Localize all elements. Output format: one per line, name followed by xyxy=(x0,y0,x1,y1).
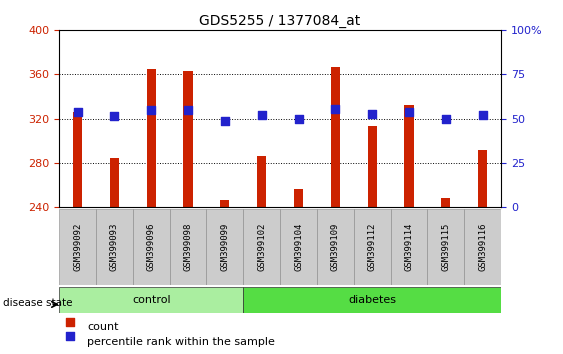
Bar xyxy=(354,209,391,285)
Text: GSM399092: GSM399092 xyxy=(73,223,82,271)
Text: control: control xyxy=(132,295,171,305)
Point xyxy=(73,109,82,115)
Text: GSM399093: GSM399093 xyxy=(110,223,119,271)
Text: GSM399098: GSM399098 xyxy=(184,223,193,271)
Text: count: count xyxy=(87,322,119,332)
Point xyxy=(368,111,377,117)
Text: GSM399116: GSM399116 xyxy=(478,223,487,271)
Bar xyxy=(96,209,133,285)
Bar xyxy=(169,209,207,285)
Point xyxy=(478,113,487,118)
Bar xyxy=(317,209,354,285)
Point xyxy=(220,118,229,124)
Bar xyxy=(220,200,230,207)
Bar xyxy=(257,156,266,207)
Bar xyxy=(243,209,280,285)
Bar xyxy=(59,209,96,285)
Text: GSM399112: GSM399112 xyxy=(368,223,377,271)
Bar xyxy=(427,209,464,285)
Text: GSM399099: GSM399099 xyxy=(220,223,229,271)
Point xyxy=(194,118,203,124)
Text: GSM399102: GSM399102 xyxy=(257,223,266,271)
Bar xyxy=(207,209,243,285)
Bar xyxy=(441,198,450,207)
Bar xyxy=(280,209,317,285)
Bar xyxy=(243,287,501,313)
Bar xyxy=(478,149,487,207)
Text: diabetes: diabetes xyxy=(348,295,396,305)
Text: disease state: disease state xyxy=(3,298,72,308)
Point xyxy=(294,116,303,121)
Bar xyxy=(110,159,119,207)
Point xyxy=(331,106,340,112)
Point xyxy=(184,107,193,113)
Point xyxy=(257,113,266,118)
Bar xyxy=(404,105,414,207)
Point xyxy=(147,107,156,113)
Bar xyxy=(464,209,501,285)
Text: GSM399109: GSM399109 xyxy=(331,223,340,271)
Text: GSM399104: GSM399104 xyxy=(294,223,303,271)
Bar xyxy=(391,209,427,285)
Bar xyxy=(368,126,377,207)
Bar xyxy=(133,209,169,285)
Bar xyxy=(184,71,193,207)
Bar xyxy=(146,69,156,207)
Text: GSM399115: GSM399115 xyxy=(441,223,450,271)
Point xyxy=(194,245,203,251)
Point xyxy=(404,109,413,115)
Bar xyxy=(330,67,340,207)
Text: GSM399114: GSM399114 xyxy=(404,223,413,271)
Bar xyxy=(73,112,82,207)
Bar xyxy=(294,189,303,207)
Text: GSM399096: GSM399096 xyxy=(147,223,156,271)
Bar xyxy=(59,287,243,313)
Text: percentile rank within the sample: percentile rank within the sample xyxy=(87,337,275,347)
Point xyxy=(110,114,119,119)
Title: GDS5255 / 1377084_at: GDS5255 / 1377084_at xyxy=(199,14,361,28)
Point xyxy=(441,116,450,121)
